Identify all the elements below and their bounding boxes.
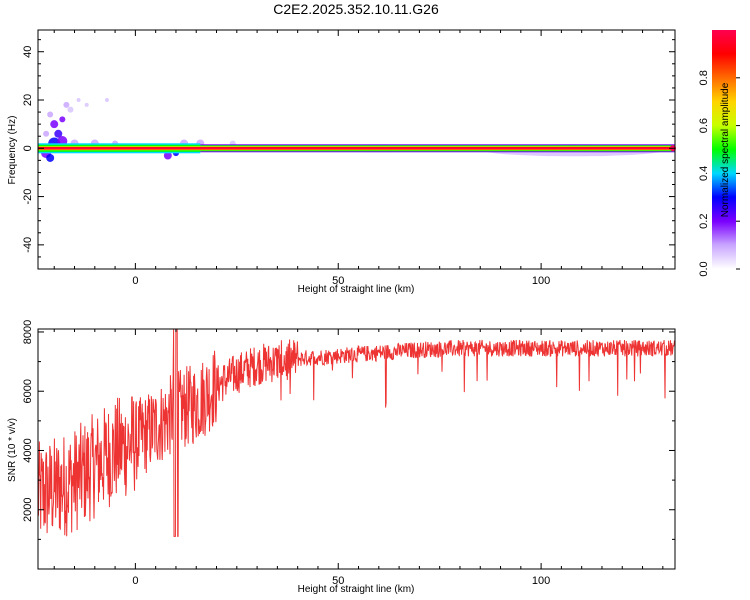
spectrogram-marks [38, 98, 676, 162]
spectrogram-xtick-label: 0 [132, 275, 138, 287]
snr-series-line [37, 328, 676, 537]
colorbar-tick-label: 0.0 [698, 261, 710, 276]
spectral-blob [46, 153, 55, 162]
spectral-blob [76, 98, 81, 103]
snr-panel: 0 50 100 2000 4000 6000 8000 Height of straigh… [7, 320, 676, 595]
spectrogram-ylabel: Frequency (Hz) [7, 116, 18, 185]
snr-xtick-label: 0 [132, 575, 138, 587]
snr-ylabel: SNR (10 * v/v) [7, 418, 18, 482]
spectral-band [38, 147, 675, 149]
spectrogram-ticks: 0 50 100 40 20 0 -20 -40 [22, 30, 675, 287]
spectrogram-ytick-label: -20 [22, 189, 34, 205]
snr-ytick-label: 8000 [22, 320, 34, 344]
figure-title: C2E2.2025.352.10.11.G26 [273, 1, 439, 17]
spectral-blob [104, 98, 109, 103]
spectral-blob [59, 116, 66, 123]
spectral-blob [84, 102, 89, 107]
snr-ytick-label: 4000 [22, 438, 34, 462]
spectrogram-xtick-label: 100 [532, 275, 550, 287]
colorbar-tick-label: 0.6 [698, 118, 710, 133]
snr-ytick-label: 6000 [22, 379, 34, 403]
snr-xtick-label: 50 [332, 575, 344, 587]
spectral-blob [47, 111, 54, 118]
spectral-blob [50, 120, 59, 129]
colorbar: 0.0 0.2 0.4 0.6 0.8 Normalized spectral ampl… [698, 30, 740, 277]
spectrogram-ytick-label: 0 [22, 145, 34, 151]
spectral-blob [63, 101, 70, 108]
spectral-blob [43, 130, 50, 137]
snr-xtick-label: 100 [532, 575, 550, 587]
snr-marks [37, 328, 676, 537]
spectrogram-xtick-label: 50 [332, 275, 344, 287]
snr-xlabel: Height of straight line (km) [298, 584, 415, 595]
spectrogram-ytick-label: 20 [22, 94, 34, 106]
snr-ytick-label: 2000 [22, 497, 34, 521]
colorbar-tick-label: 0.8 [698, 70, 710, 85]
colorbar-ticks: 0.0 0.2 0.4 0.6 0.8 [698, 70, 740, 277]
snr-plot-area [38, 329, 675, 569]
colorbar-gradient [712, 30, 736, 269]
spectrogram-frame [37, 29, 676, 270]
spectrogram-xlabel: Height of straight line (km) [298, 284, 415, 295]
spectrogram-panel: 0 50 100 40 20 0 -20 -40 Height of straight lin… [7, 29, 676, 295]
snr-frame [37, 328, 676, 570]
spectral-blob [163, 151, 172, 160]
colorbar-tick-label: 0.2 [698, 214, 710, 229]
snr-ticks: 0 50 100 2000 4000 6000 8000 [22, 320, 675, 587]
spectrogram-ytick-label: 40 [22, 46, 34, 58]
spectrogram-ytick-label: -40 [22, 237, 34, 253]
colorbar-tick-label: 0.4 [698, 166, 710, 181]
spectral-blob [54, 129, 63, 138]
spectral-blob [67, 106, 74, 113]
colorbar-label: Normalized spectral amplitude [720, 82, 731, 217]
